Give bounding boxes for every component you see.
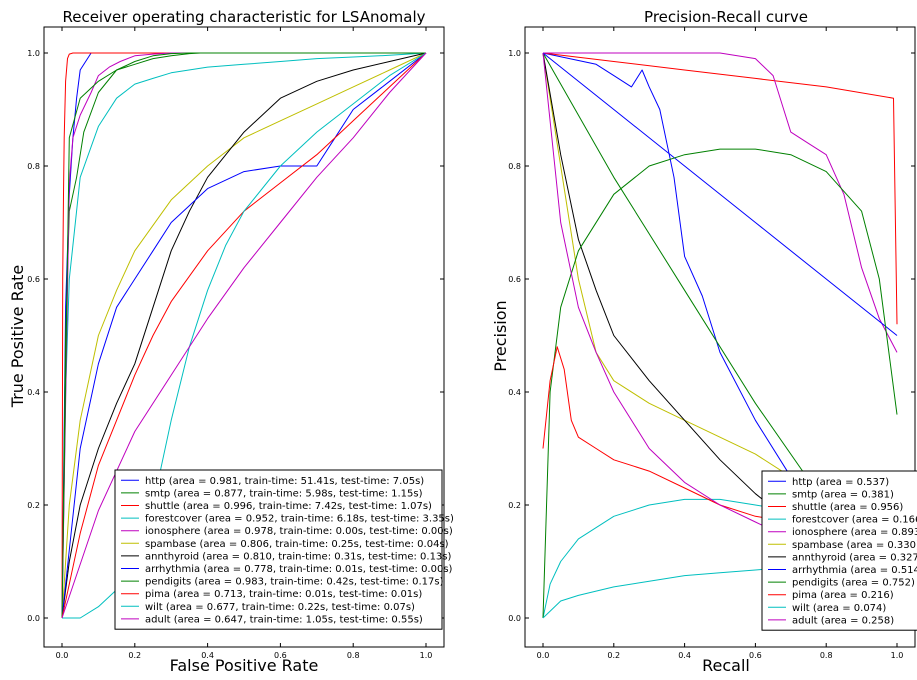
pr-y-tick-label: 0.8 <box>508 162 521 171</box>
roc-legend-entry: spambase (area = 0.806, train-time: 0.25… <box>145 539 449 550</box>
roc-x-tick-label: 0.2 <box>128 651 141 660</box>
roc-legend-entry: arrhythmia (area = 0.778, train-time: 0.… <box>145 564 453 575</box>
roc-y-axis-label: True Positive Rate <box>8 265 27 409</box>
roc-title: Receiver operating characteristic for LS… <box>62 8 425 26</box>
roc-legend: http (area = 0.981, train-time: 51.41s, … <box>114 469 454 630</box>
roc-series-line-5 <box>61 52 427 619</box>
roc-series-line-6 <box>61 52 427 619</box>
pr-legend-entry: forestcover (area = 0.166) <box>792 515 917 526</box>
pr-ticks: 0.0 0.2 0.4 0.6 0.8 1.0 0.0 0.2 0.4 0.6 0.8 1.0 <box>508 27 915 660</box>
roc-series-line-4 <box>61 52 426 619</box>
pr-legend-entry: ionosphere (area = 0.893) <box>792 527 917 538</box>
pr-legend-entry: spambase (area = 0.330) <box>792 540 917 551</box>
pr-series-line-2 <box>542 52 898 325</box>
roc-legend-box <box>114 469 443 630</box>
pr-x-tick-label: 0.0 <box>537 651 550 660</box>
pr-legend-entry: pima (area = 0.216) <box>792 590 894 601</box>
roc-legend-entry: smtp (area = 0.877, train-time: 5.98s, t… <box>145 488 423 499</box>
roc-legend-entry: pima (area = 0.713, train-time: 0.01s, t… <box>145 589 422 600</box>
pr-panel: Precision-Recall curve Recall Precision … <box>491 8 917 675</box>
roc-series-line-2 <box>61 52 426 619</box>
pr-y-tick-label: 0.4 <box>508 388 521 397</box>
pr-x-tick-label: 0.2 <box>607 651 620 660</box>
roc-legend-entry: wilt (area = 0.677, train-time: 0.22s, t… <box>145 602 415 613</box>
roc-x-tick-label: 0.4 <box>201 651 214 660</box>
pr-series-line-5 <box>542 52 898 517</box>
pr-legend-entry: http (area = 0.537) <box>792 477 889 488</box>
pr-series-line-4 <box>543 52 898 353</box>
roc-x-tick-label: 0.6 <box>274 651 287 660</box>
roc-x-tick-label: 0.0 <box>56 651 69 660</box>
pr-legend-box <box>761 470 917 631</box>
roc-legend-entry: http (area = 0.981, train-time: 51.41s, … <box>145 476 424 487</box>
roc-series-line-3 <box>61 52 427 619</box>
pr-x-tick-label: 1.0 <box>891 651 904 660</box>
pr-legend-entry: smtp (area = 0.381) <box>792 489 894 500</box>
pr-legend-entry: wilt (area = 0.074) <box>792 603 886 614</box>
roc-series-line-10 <box>62 52 427 619</box>
roc-legend-entry: pendigits (area = 0.983, train-time: 0.4… <box>145 577 444 588</box>
roc-series-line-8 <box>61 52 426 619</box>
roc-legend-entry: adult (area = 0.647, train-time: 1.05s, … <box>145 614 423 625</box>
roc-series-line-9 <box>61 52 427 619</box>
pr-series-line-7 <box>542 52 898 336</box>
roc-y-tick-label: 0.4 <box>27 388 40 397</box>
pr-legend-entry: arrhythmia (area = 0.514) <box>792 565 917 576</box>
pr-x-tick-label: 0.8 <box>820 651 833 660</box>
roc-y-tick-label: 0.2 <box>27 501 40 510</box>
pr-x-axis-label: Recall <box>702 656 750 675</box>
roc-y-tick-label: 0.6 <box>27 275 40 284</box>
roc-series-line-7 <box>61 52 427 619</box>
roc-x-tick-label: 0.8 <box>347 651 360 660</box>
roc-legend-entry: forestcover (area = 0.952, train-time: 6… <box>145 514 454 525</box>
roc-ticks: 0.0 0.2 0.4 0.6 0.8 1.0 0.0 0.2 0.4 0.6 0.8 1.0 <box>27 27 444 660</box>
pr-y-tick-label: 0.2 <box>508 501 521 510</box>
pr-legend-entry: pendigits (area = 0.752) <box>792 578 915 589</box>
roc-axes-frame <box>43 26 445 648</box>
pr-legend-entry: shuttle (area = 0.956) <box>792 502 903 513</box>
pr-x-tick-label: 0.6 <box>749 651 762 660</box>
roc-series-line-11 <box>61 52 427 619</box>
roc-legend-entry: ionosphere (area = 0.978, train-time: 0.… <box>145 526 453 537</box>
roc-x-axis-label: False Positive Rate <box>170 656 319 675</box>
roc-y-tick-label: 0.8 <box>27 162 40 171</box>
pr-axes-frame <box>524 26 916 648</box>
roc-panel: Receiver operating characteristic for LS… <box>8 8 454 675</box>
roc-plot-area <box>61 52 427 619</box>
pr-y-axis-label: Precision <box>491 300 510 371</box>
roc-y-tick-label: 1.0 <box>27 49 40 58</box>
pr-legend-entry: adult (area = 0.258) <box>792 615 894 626</box>
roc-legend-entry: shuttle (area = 0.996, train-time: 7.42s… <box>145 501 432 512</box>
pr-x-tick-label: 0.4 <box>678 651 691 660</box>
roc-y-tick-label: 0.0 <box>27 614 40 623</box>
roc-x-tick-label: 1.0 <box>420 651 433 660</box>
pr-y-tick-label: 1.0 <box>508 49 521 58</box>
pr-y-tick-label: 0.6 <box>508 275 521 284</box>
pr-title: Precision-Recall curve <box>644 8 808 26</box>
pr-y-tick-label: 0.0 <box>508 614 521 623</box>
roc-legend-entry: annthyroid (area = 0.810, train-time: 0.… <box>145 551 452 562</box>
pr-series-line-8 <box>542 148 898 619</box>
pr-legend-entry: annthyroid (area = 0.327) <box>792 552 917 563</box>
pr-legend: http (area = 0.537)smtp (area = 0.381) sh… <box>761 470 917 631</box>
